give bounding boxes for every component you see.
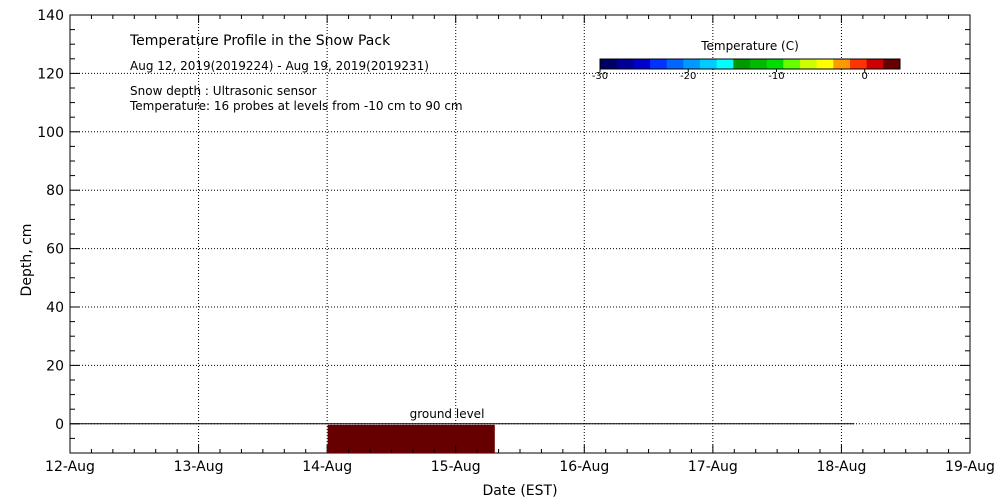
colorbar-segment [683, 59, 701, 69]
colorbar-tick-label: -30 [592, 71, 608, 82]
colorbar-segment [700, 59, 718, 69]
y-tick-label: 140 [37, 8, 64, 24]
colorbar-segment [733, 59, 751, 69]
axis-tick-labels: 12-Aug 13-Aug 14-Aug 15-Aug 16-Aug 17-Aug 18-A… [37, 8, 995, 475]
grid-lines [70, 15, 970, 453]
colorbar-segment [800, 59, 818, 69]
colorbar-tick-label: -20 [680, 71, 696, 82]
colorbar-segment [716, 59, 734, 69]
y-tick-label: 20 [46, 358, 64, 374]
colorbar-segment [833, 59, 851, 69]
chart-title: Temperature Profile in the Snow Pack [129, 33, 391, 49]
colorbar-segment [650, 59, 668, 69]
x-tick-label: 17-Aug [688, 459, 738, 475]
y-tick-label: 120 [37, 66, 64, 82]
y-tick-label: 0 [55, 417, 64, 433]
y-tick-label: 80 [46, 183, 64, 199]
x-tick-label: 19-Aug [945, 459, 995, 475]
ground-level-label: ground level [410, 407, 485, 421]
y-axis-label: Depth, cm [19, 224, 35, 297]
colorbar-segment [633, 59, 651, 69]
y-tick-label: 100 [37, 125, 64, 141]
colorbar-segment [616, 59, 634, 69]
colorbar-segment [750, 59, 768, 69]
colorbar-tick-label: -10 [768, 71, 784, 82]
chart-subtitle: Aug 12, 2019(2019224) - Aug 19, 2019(201… [130, 59, 429, 73]
x-tick-label: 15-Aug [431, 459, 481, 475]
x-axis-label: Date (EST) [482, 483, 557, 499]
colorbar-segment [600, 59, 618, 69]
colorbar-segment [816, 59, 834, 69]
x-tick-label: 12-Aug [45, 459, 95, 475]
below-ground-region [327, 424, 495, 453]
colorbar-segment [783, 59, 801, 69]
colorbar-segment [766, 59, 784, 69]
colorbar-border [599, 58, 901, 70]
colorbar-tick-label: 0 [862, 71, 868, 82]
x-tick-label: 13-Aug [174, 459, 224, 475]
y-tick-label: 60 [46, 242, 64, 258]
plot-area [69, 14, 971, 454]
axis-ticks [69, 14, 971, 454]
x-tick-label: 16-Aug [559, 459, 609, 475]
colorbar-segment [866, 59, 884, 69]
x-tick-label: 14-Aug [302, 459, 352, 475]
note-temperature: Temperature: 16 probes at levels from -1… [129, 99, 463, 113]
colorbar-title: Temperature (C) [700, 39, 799, 53]
y-tick-label: 40 [46, 300, 64, 316]
colorbar: -30 -20 -10 0 [592, 58, 901, 82]
data-region: ground level [70, 407, 855, 453]
x-tick-label: 18-Aug [816, 459, 866, 475]
colorbar-segment [883, 59, 901, 69]
colorbar-segment [850, 59, 868, 69]
colorbar-segment [666, 59, 684, 69]
note-snow-depth: Snow depth : Ultrasonic sensor [130, 84, 317, 98]
